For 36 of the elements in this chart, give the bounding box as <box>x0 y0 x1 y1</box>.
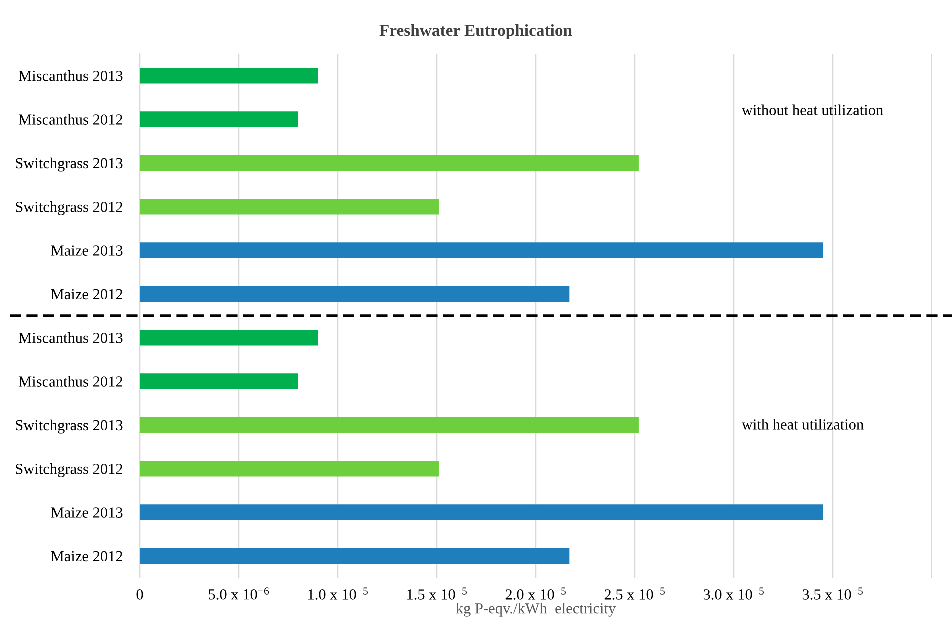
bar <box>140 198 439 215</box>
annotation: without heat utilization <box>742 104 884 116</box>
x-tick-label: 0 <box>136 590 144 600</box>
bar <box>140 155 639 172</box>
annotation: with heat utilization <box>742 419 864 430</box>
x-tick-label: 2.0 x 10$^{−5}$ <box>506 588 566 600</box>
y-tick-label: Switchgrass 2012 <box>16 202 122 216</box>
x-tick-label: 1.0 x 10$^{−5}$ <box>308 588 368 600</box>
y-tick-label: Switchgrass 2013 <box>16 158 123 172</box>
y-tick-label: Maize 2012 <box>51 551 122 562</box>
x-tick-label: 5.0 x 10$^{−6}$ <box>209 588 270 600</box>
y-tick-label: Miscanthus 2012 <box>18 376 122 387</box>
bar <box>140 286 570 302</box>
x-tick-label: 3.0 x 10$^{−5}$ <box>704 588 764 600</box>
bar <box>140 242 824 258</box>
y-tick-label: Maize 2013 <box>51 246 123 256</box>
y-tick-label: Miscanthus 2012 <box>18 114 122 125</box>
bar <box>140 460 439 477</box>
y-tick-label: Switchgrass 2012 <box>16 464 122 478</box>
y-tick-label: Maize 2012 <box>51 289 122 300</box>
y-tick-label: Miscanthus 2013 <box>18 332 123 344</box>
x-axis-title: kg P-eqv./kWh electricity <box>456 602 616 617</box>
bar <box>140 417 639 434</box>
bar <box>140 548 570 564</box>
x-tick-label: 3.5 x 10$^{−5}$ <box>802 588 863 600</box>
bar <box>140 68 318 84</box>
bar <box>140 504 824 520</box>
bar <box>140 112 298 128</box>
x-tick-label: 2.5 x 10$^{−5}$ <box>604 588 665 600</box>
bar <box>140 374 298 390</box>
bar <box>140 330 318 346</box>
y-tick-label: Miscanthus 2013 <box>18 70 123 82</box>
chart-title: Freshwater Eutrophication <box>380 24 572 40</box>
y-tick-label: Switchgrass 2013 <box>16 420 123 434</box>
y-tick-label: Maize 2013 <box>51 508 123 518</box>
x-tick-label: 1.5 x 10$^{−5}$ <box>408 588 467 600</box>
